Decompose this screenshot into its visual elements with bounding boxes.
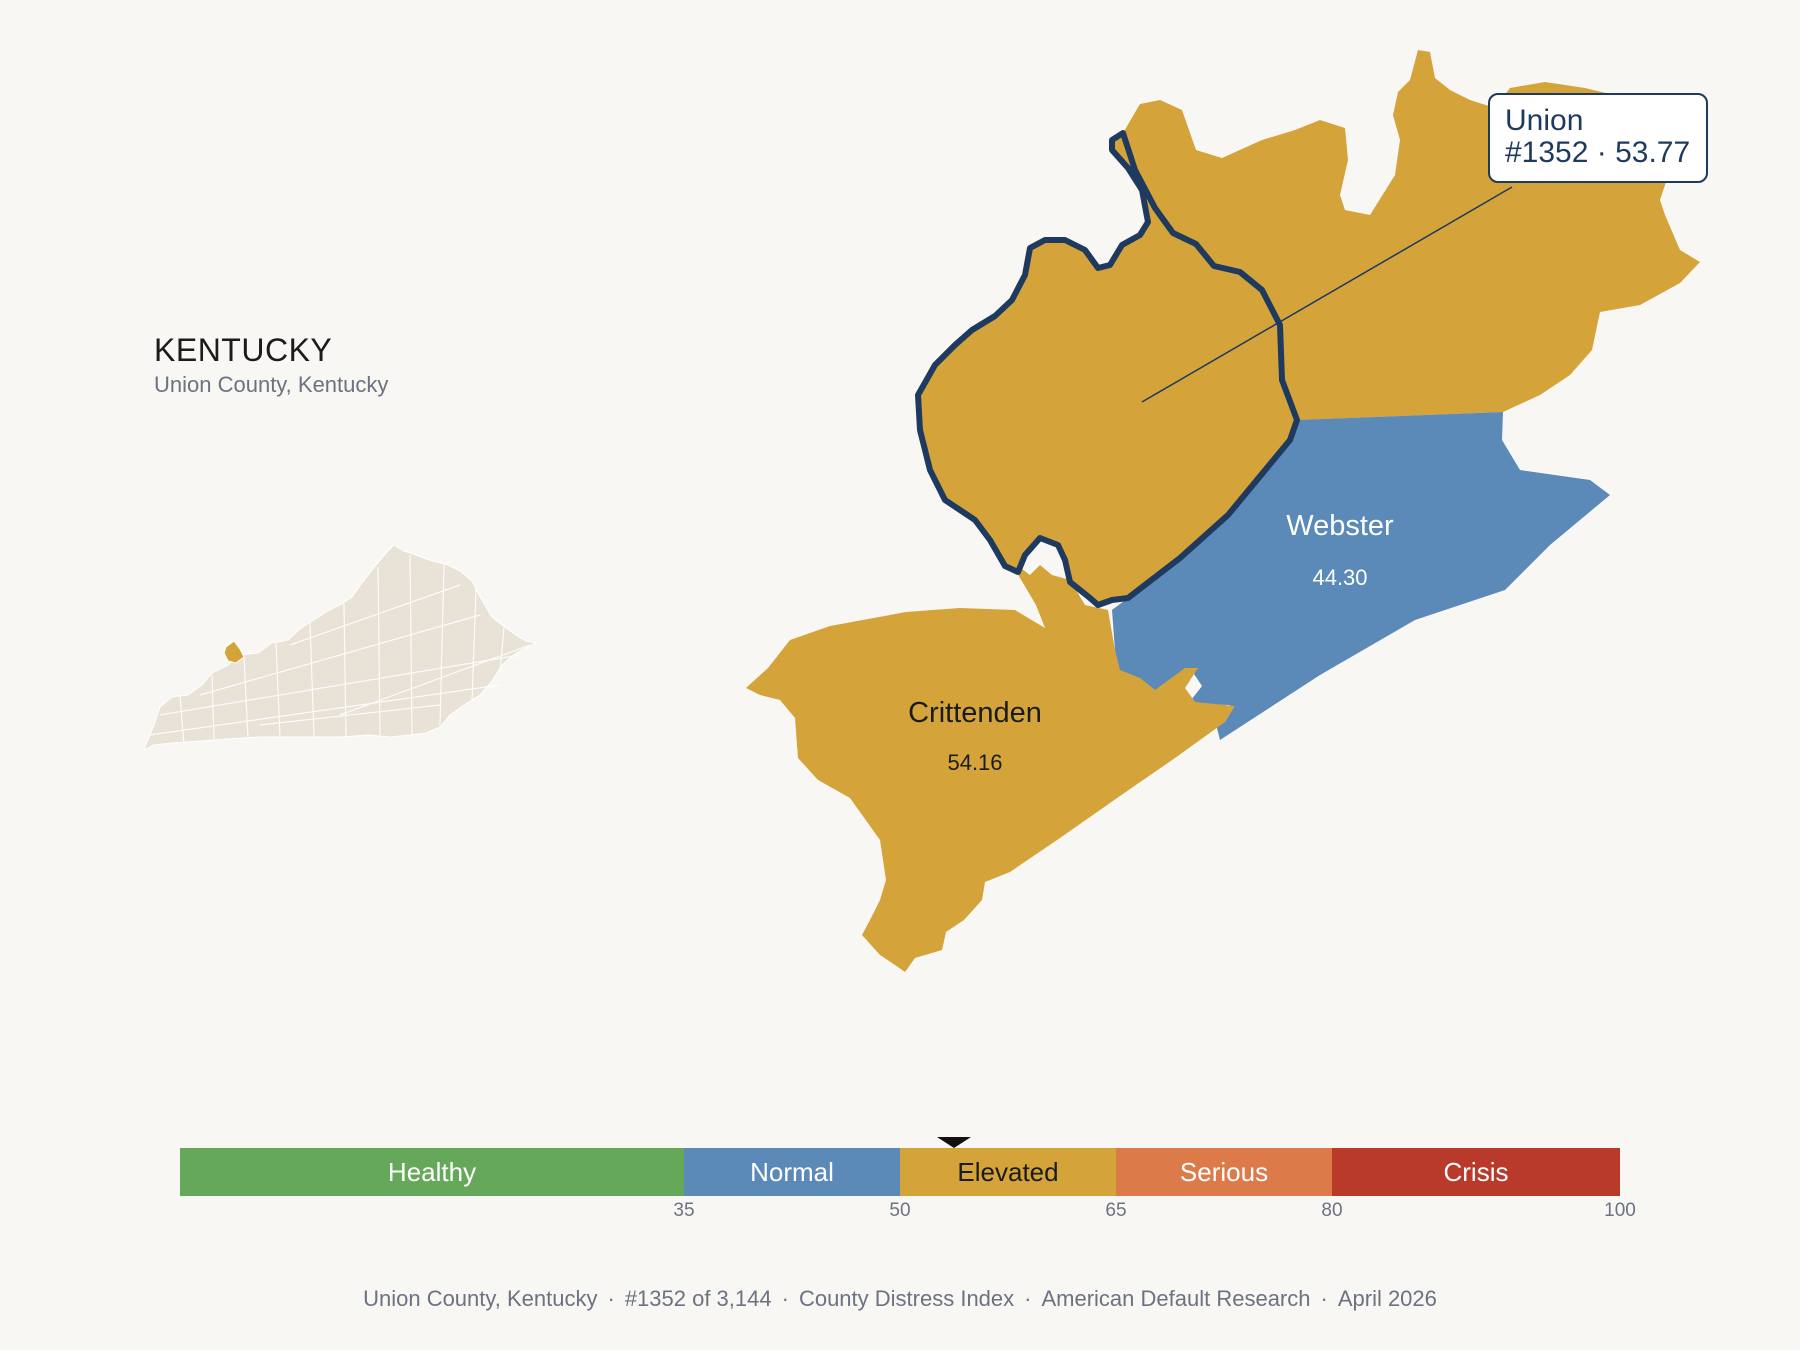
scale-tick-50: 50: [889, 1200, 911, 1221]
scale-tick-65: 65: [1105, 1200, 1127, 1221]
union-callout: Union #1352 · 53.77: [1488, 93, 1708, 183]
scale-segment-elevated: Elevated: [900, 1148, 1116, 1196]
footer-rank: #1352 of 3,144: [624, 1286, 772, 1311]
scale-segment-normal: Normal: [684, 1148, 900, 1196]
scale-segment-serious: Serious: [1116, 1148, 1332, 1196]
footer-separator: ·: [781, 1286, 789, 1311]
webster-label: Webster: [1286, 510, 1394, 542]
footer-index: County Distress Index: [798, 1286, 1015, 1311]
union-county-locator-highlight: [223, 640, 245, 664]
footer-separator: ·: [1024, 1286, 1032, 1311]
kentucky-state-shape: [143, 545, 538, 752]
footer-credits: Union County, Kentucky · #1352 of 3,144 · Co…: [0, 1286, 1800, 1312]
footer-county: Union County, Kentucky: [363, 1286, 598, 1311]
callout-county-name: Union: [1505, 104, 1584, 137]
webster-score: 44.30: [1312, 565, 1367, 590]
scale-pointer-marker: [937, 1137, 972, 1148]
scale-tick-35: 35: [673, 1200, 695, 1221]
webster-county-shape: [1112, 412, 1610, 740]
footer-date: April 2026: [1337, 1286, 1437, 1311]
state-title: KENTUCKY: [154, 332, 333, 368]
kentucky-locator-map: [143, 545, 538, 752]
county-subtitle: Union County, Kentucky: [154, 372, 389, 397]
callout-rank-score: #1352 · 53.77: [1505, 136, 1691, 169]
footer-separator: ·: [607, 1286, 615, 1311]
crittenden-score: 54.16: [947, 750, 1002, 775]
scale-tick-100: 100: [1604, 1200, 1636, 1221]
crittenden-label: Crittenden: [908, 697, 1042, 729]
scale-segment-healthy: Healthy: [180, 1148, 684, 1196]
scale-segment-crisis: Crisis: [1332, 1148, 1620, 1196]
callout-leader-line: [1141, 186, 1513, 403]
union-county-shape: [915, 130, 1300, 608]
footer-source: American Default Research: [1041, 1286, 1311, 1311]
crittenden-county-shape: [746, 560, 1235, 972]
footer-separator: ·: [1320, 1286, 1328, 1311]
scale-tick-80: 80: [1321, 1200, 1343, 1221]
distress-scale-bar: Healthy Normal Elevated Serious Crisis: [180, 1148, 1620, 1196]
